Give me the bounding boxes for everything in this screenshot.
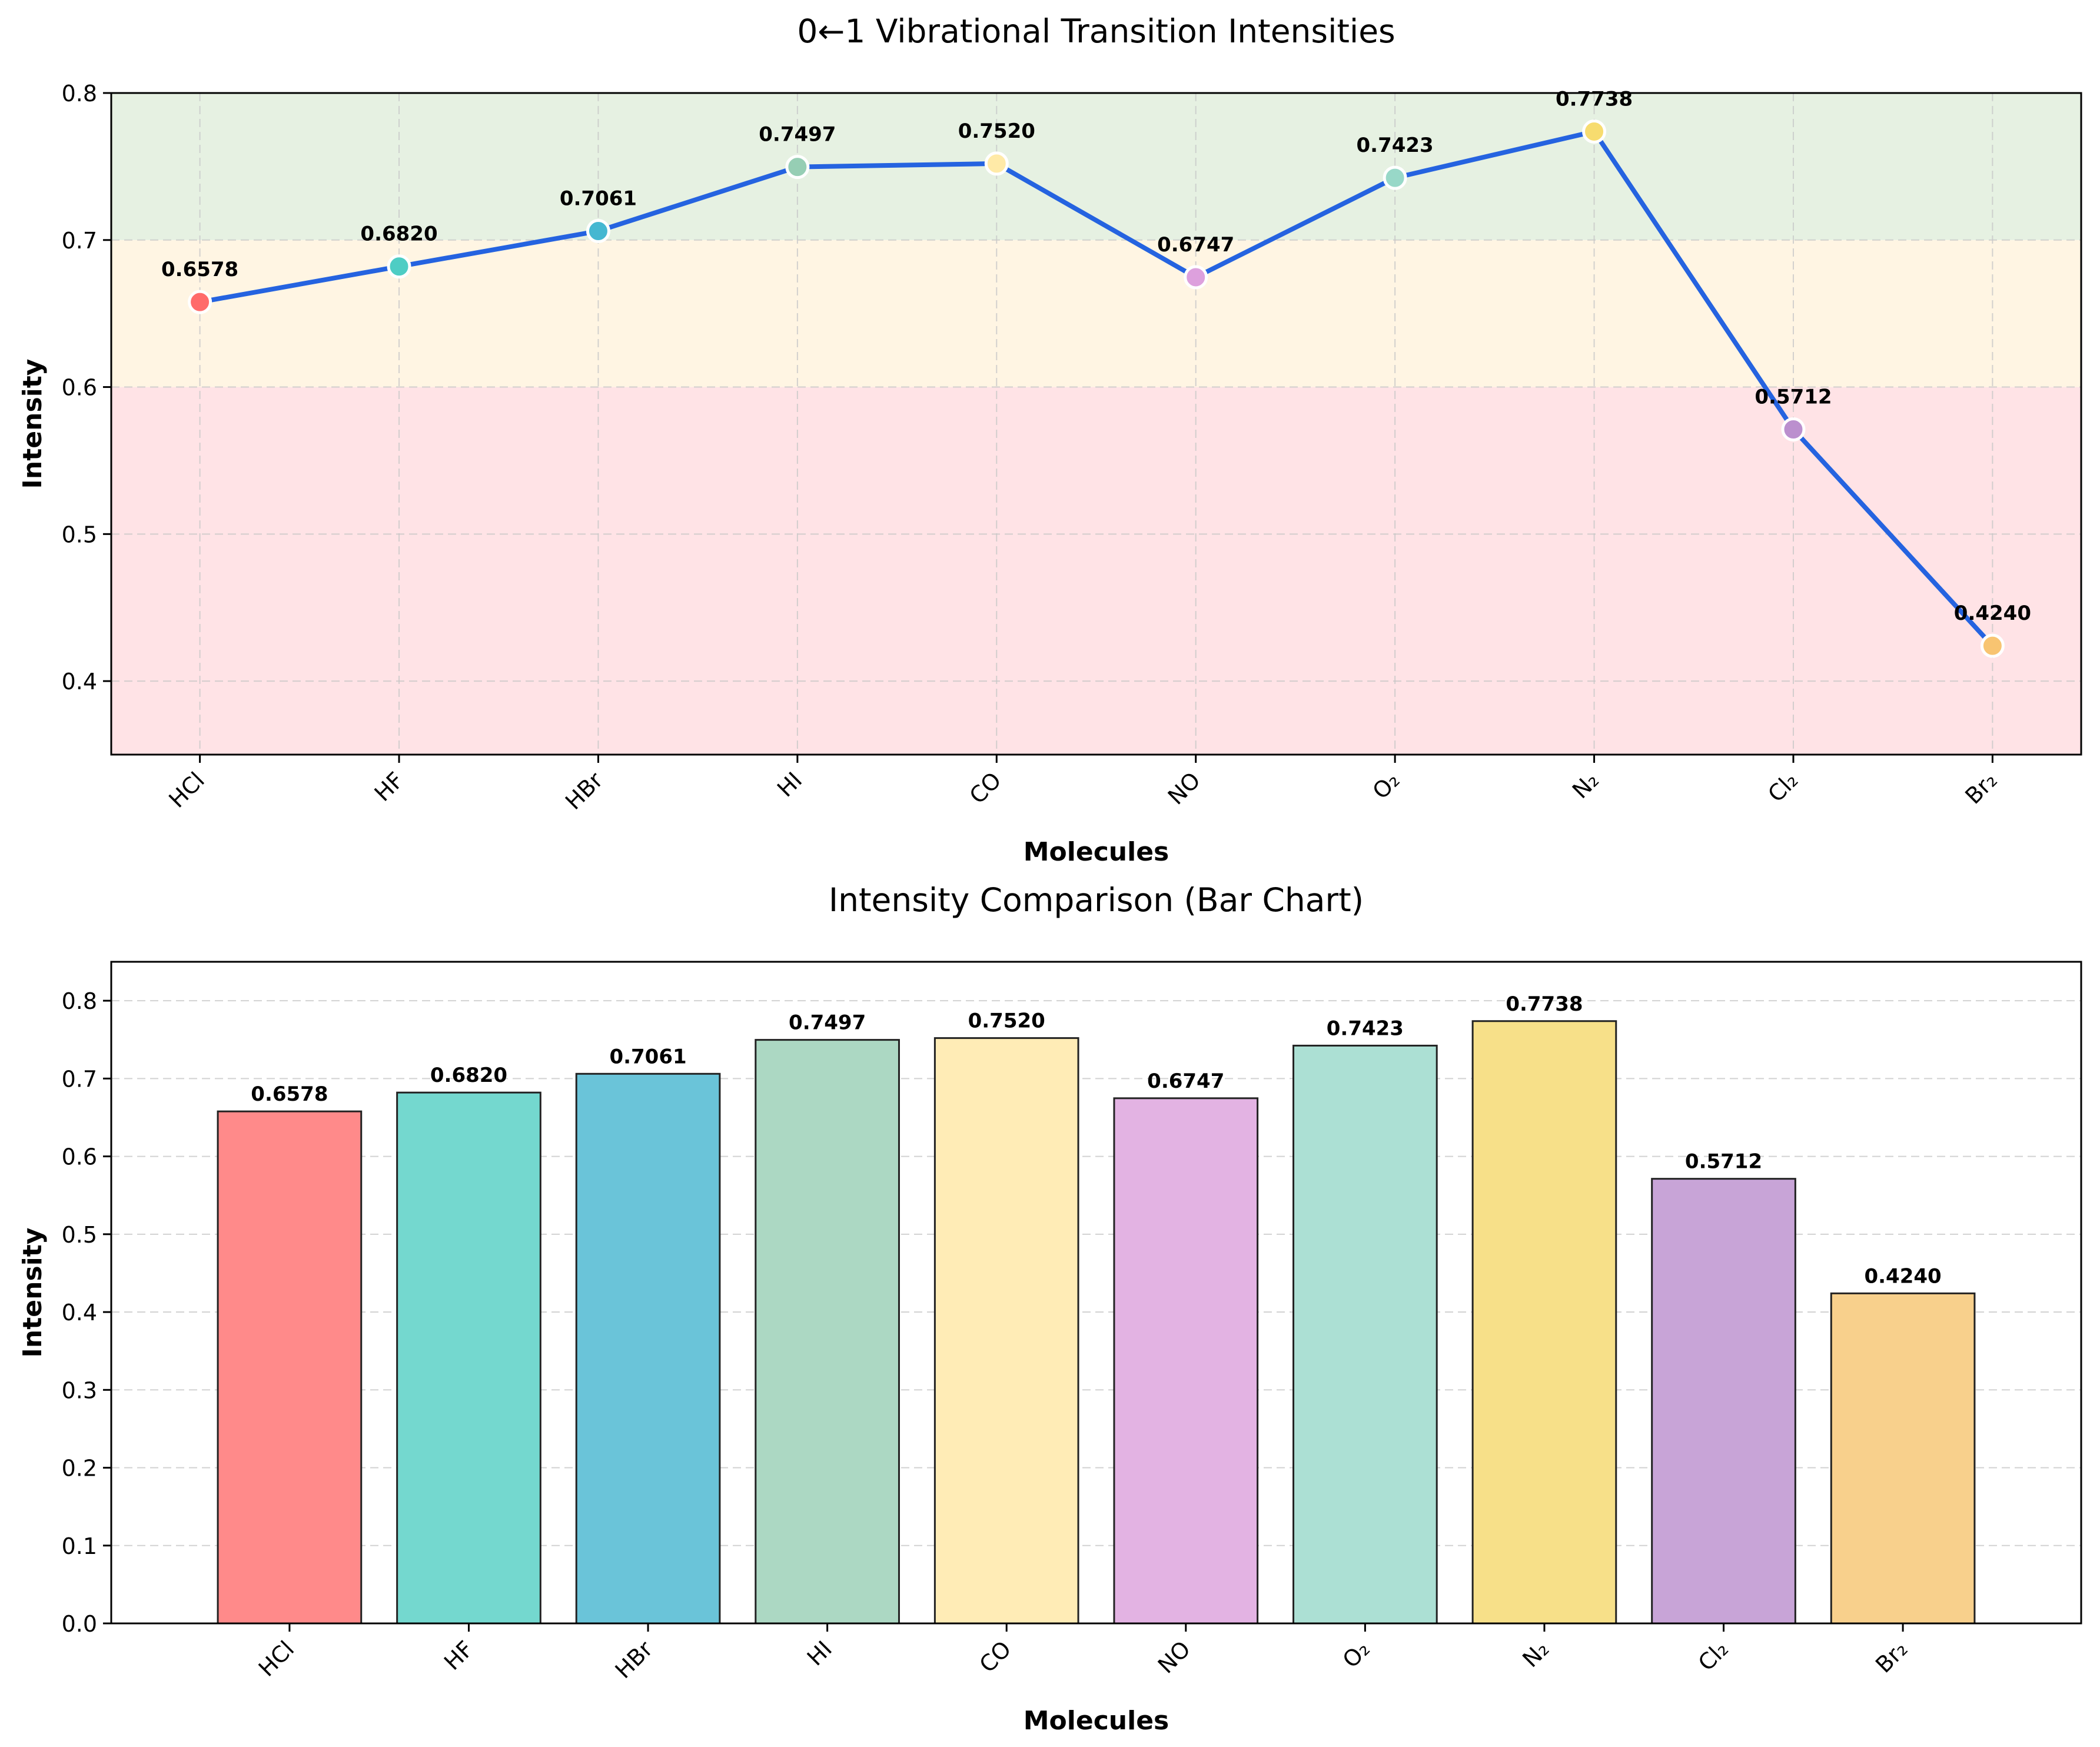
bar-chart-x-axis-label: Molecules (1024, 1706, 1169, 1736)
bar-chart-bar (755, 1039, 900, 1625)
bc-y-tick-label: 0.0 (62, 1611, 97, 1637)
bar-chart-bar (933, 1037, 1079, 1625)
line-chart-point (1781, 417, 1806, 441)
bar-chart-y-axis-label: Intensity (18, 1228, 48, 1358)
bar-chart-value-label: 0.5712 (1685, 1150, 1762, 1174)
line-chart-plot-area-border (110, 92, 2082, 756)
bar-chart-value-label: 0.7738 (1506, 992, 1583, 1016)
line-chart-point (586, 219, 610, 244)
lc-band-2 (111, 93, 2081, 240)
line-chart-y-axis-label: Intensity (18, 359, 48, 489)
line-chart-series-line (197, 129, 1995, 649)
line-chart-value-label: 0.7497 (759, 123, 836, 147)
bar-chart-bar (1830, 1292, 1976, 1625)
line-chart-x-axis-label: Molecules (1024, 837, 1169, 867)
bar-chart-bar (1292, 1044, 1438, 1625)
line-chart-value-label: 0.6820 (360, 222, 437, 246)
bc-y-tick-label: 0.4 (62, 1300, 97, 1326)
bar-chart-bar (575, 1072, 721, 1625)
bar-chart-value-label: 0.7061 (609, 1045, 686, 1068)
bar-chart-plot-area-border (110, 961, 2082, 1625)
bar-chart-title: Intensity Comparison (Bar Chart) (829, 881, 1364, 919)
bc-y-tick-label: 0.8 (62, 988, 97, 1014)
bar-chart-bar (1471, 1020, 1617, 1625)
bc-y-tick-label: 0.2 (62, 1456, 97, 1482)
bar-chart-value-label: 0.6578 (251, 1082, 328, 1106)
bar-chart-bar (217, 1110, 363, 1625)
lc-y-tick-label: 0.8 (62, 81, 97, 107)
lc-band-1 (111, 240, 2081, 387)
bc-y-tick-label: 0.5 (62, 1222, 97, 1248)
lc-y-tick-label: 0.4 (62, 669, 97, 695)
lc-band-0 (111, 387, 2081, 755)
bar-chart-value-label: 0.4240 (1864, 1264, 1941, 1288)
bc-y-tick-label: 0.6 (62, 1144, 97, 1170)
bar-chart-value-label: 0.7497 (789, 1011, 866, 1035)
line-chart-value-label: 0.4240 (1954, 602, 2031, 625)
bc-y-tick-label: 0.7 (62, 1066, 97, 1092)
line-chart-point (188, 290, 212, 314)
line-chart-point (984, 151, 1009, 176)
line-chart-point (1980, 633, 2005, 658)
line-chart-point (785, 155, 810, 180)
lc-y-tick-label: 0.5 (62, 522, 97, 547)
bar-chart-value-label: 0.7423 (1327, 1017, 1404, 1040)
bar-chart: 0.6578 0.6820 0.7061 0.7497 0.7520 0.6747 0.74… (18, 881, 2082, 1736)
line-chart-point (1184, 265, 1208, 290)
bar-chart-bar (1113, 1097, 1259, 1625)
bar-chart-bar (1651, 1178, 1796, 1625)
bar-chart-value-label: 0.6820 (430, 1064, 507, 1087)
line-chart-value-label: 0.7738 (1556, 87, 1633, 111)
line-chart-value-label: 0.5712 (1755, 385, 1832, 408)
line-chart-point (1383, 165, 1407, 190)
bar-chart-value-label: 0.6747 (1147, 1070, 1224, 1093)
line-chart-value-label: 0.7061 (560, 187, 637, 211)
line-chart-value-label: 0.6747 (1157, 233, 1234, 257)
line-chart-point (387, 254, 411, 279)
bc-y-tick-label: 0.1 (62, 1533, 97, 1559)
bar-chart-bar (396, 1091, 541, 1625)
lc-y-tick-label: 0.6 (62, 375, 97, 401)
bc-y-tick-label: 0.3 (62, 1377, 97, 1403)
line-chart: 0.6578 0.6820 0.7061 0.7497 0.7520 0.6747 0.74… (18, 12, 2082, 867)
lc-y-tick-label: 0.7 (62, 228, 97, 254)
line-chart-point (1582, 119, 1607, 144)
bar-chart-value-label: 0.7520 (968, 1009, 1045, 1033)
line-chart-title: 0←1 Vibrational Transition Intensities (797, 12, 1395, 50)
line-chart-value-label: 0.6578 (161, 258, 238, 281)
line-chart-value-label: 0.7520 (958, 119, 1035, 143)
line-chart-value-label: 0.7423 (1357, 134, 1434, 157)
